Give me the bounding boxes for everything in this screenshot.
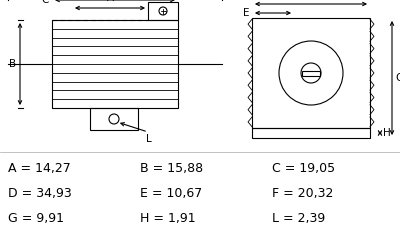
Text: C: C bbox=[42, 0, 49, 5]
Bar bbox=[302, 70, 320, 75]
Text: D = 34,93: D = 34,93 bbox=[8, 187, 72, 199]
Text: D: D bbox=[225, 0, 233, 2]
Text: G = 9,91: G = 9,91 bbox=[8, 211, 64, 225]
Text: E = 10,67: E = 10,67 bbox=[140, 187, 202, 199]
Text: A: A bbox=[106, 0, 114, 3]
Bar bbox=[52, 20, 178, 108]
Text: A = 14,27: A = 14,27 bbox=[8, 162, 71, 175]
Bar bbox=[90, 108, 138, 130]
Bar bbox=[252, 18, 370, 128]
Text: B: B bbox=[9, 59, 16, 69]
Bar bbox=[252, 128, 370, 138]
Text: F = 20,32: F = 20,32 bbox=[272, 187, 333, 199]
Bar bbox=[148, 2, 178, 20]
Text: H: H bbox=[383, 128, 391, 138]
Text: L = 2,39: L = 2,39 bbox=[272, 211, 325, 225]
Text: L: L bbox=[146, 134, 152, 144]
Text: B = 15,88: B = 15,88 bbox=[140, 162, 203, 175]
Text: C = 19,05: C = 19,05 bbox=[272, 162, 335, 175]
Text: G: G bbox=[395, 73, 400, 83]
Text: E: E bbox=[244, 8, 250, 18]
Text: H = 1,91: H = 1,91 bbox=[140, 211, 196, 225]
